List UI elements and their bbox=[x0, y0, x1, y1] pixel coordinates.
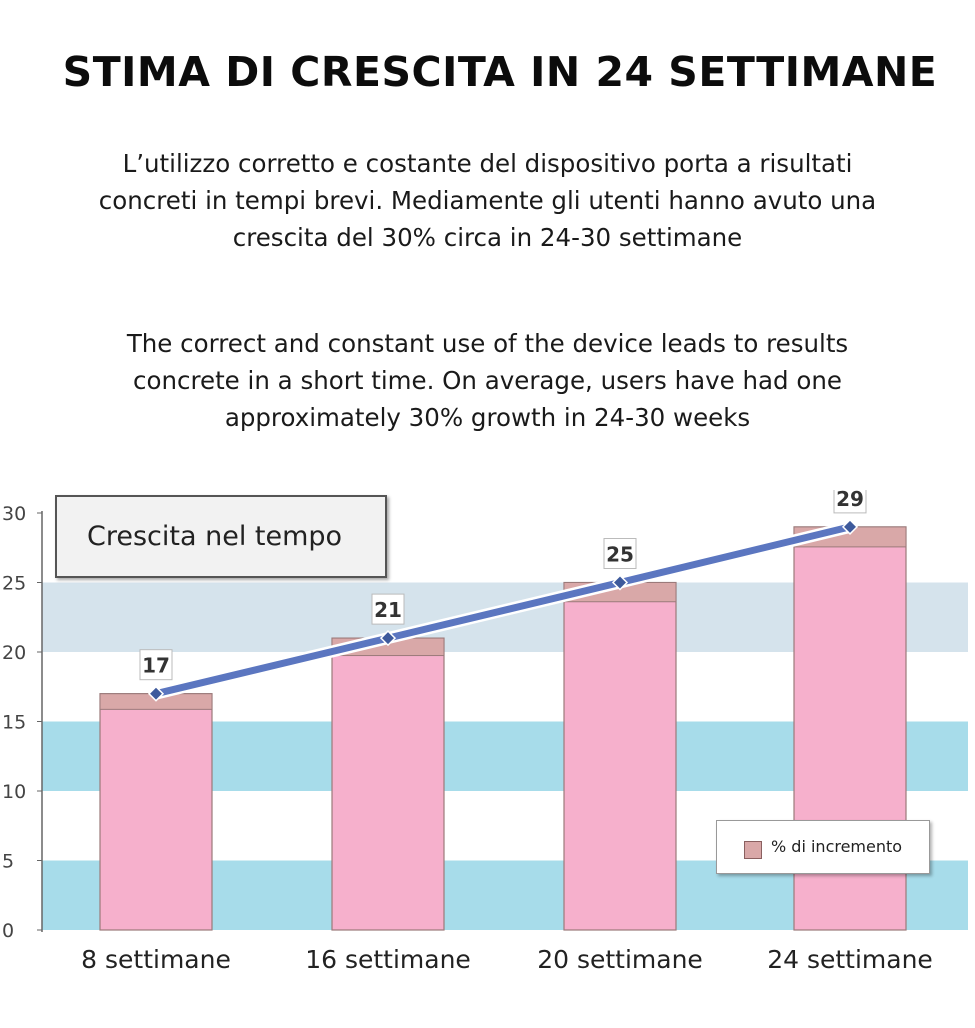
series-line bbox=[155, 523, 851, 698]
italian-line: crescita del 30% circa in 24-30 settiman… bbox=[232, 223, 743, 252]
data-label-box bbox=[833, 490, 867, 514]
italian-line: L’utilizzo corretto e costante del dispo… bbox=[122, 149, 853, 178]
series-marker bbox=[841, 518, 859, 535]
series-marker bbox=[147, 685, 165, 702]
italian-line: concreti in tempi brevi. Mediamente gli … bbox=[98, 186, 877, 215]
series-marker bbox=[379, 630, 397, 647]
english-line: approximately 30% growth in 24-30 weeks bbox=[224, 403, 751, 432]
bar bbox=[331, 637, 445, 931]
chart-title: Crescita nel tempo bbox=[87, 521, 343, 552]
y-tick-label: 15 bbox=[2, 712, 26, 734]
legend-label: % di incremento bbox=[771, 837, 903, 856]
y-tick-label: 10 bbox=[2, 781, 26, 803]
data-label: 29 bbox=[836, 490, 864, 511]
data-label: 21 bbox=[374, 598, 402, 622]
y-tick-label: 0 bbox=[2, 920, 14, 942]
y-tick-label: 25 bbox=[2, 573, 26, 595]
series-marker bbox=[611, 574, 629, 591]
y-tick-label: 5 bbox=[2, 851, 14, 873]
legend-swatch bbox=[744, 841, 762, 859]
page-title: STIMA DI CRESCITA IN 24 SETTIMANE bbox=[62, 48, 938, 96]
y-tick-label: 20 bbox=[2, 642, 26, 664]
bar bbox=[563, 581, 677, 931]
growth-chart: 0 5 10 15 20 25 30 8 settimane 16 settimane 20 se… bbox=[2, 490, 968, 974]
x-tick-label: 16 settimane bbox=[305, 945, 471, 974]
bar bbox=[99, 693, 213, 931]
english-line: The correct and constant use of the devi… bbox=[126, 329, 849, 358]
data-label-box bbox=[139, 649, 173, 681]
italian-description: L’utilizzo corretto e costante del dispo… bbox=[40, 145, 935, 256]
english-description: The correct and constant use of the devi… bbox=[40, 325, 935, 436]
y-tick-label: 30 bbox=[2, 503, 26, 525]
data-label: 17 bbox=[142, 654, 170, 678]
x-tick-label: 24 settimane bbox=[767, 945, 933, 974]
data-label-box bbox=[603, 538, 637, 569]
x-tick-label: 20 settimane bbox=[537, 945, 703, 974]
x-tick-label: 8 settimane bbox=[81, 945, 231, 974]
series-legend: % di incremento bbox=[716, 820, 930, 874]
chart-title-box: Crescita nel tempo bbox=[55, 495, 387, 578]
data-label: 25 bbox=[606, 543, 634, 567]
english-line: concrete in a short time. On average, us… bbox=[133, 366, 842, 395]
data-label-box bbox=[371, 593, 405, 625]
